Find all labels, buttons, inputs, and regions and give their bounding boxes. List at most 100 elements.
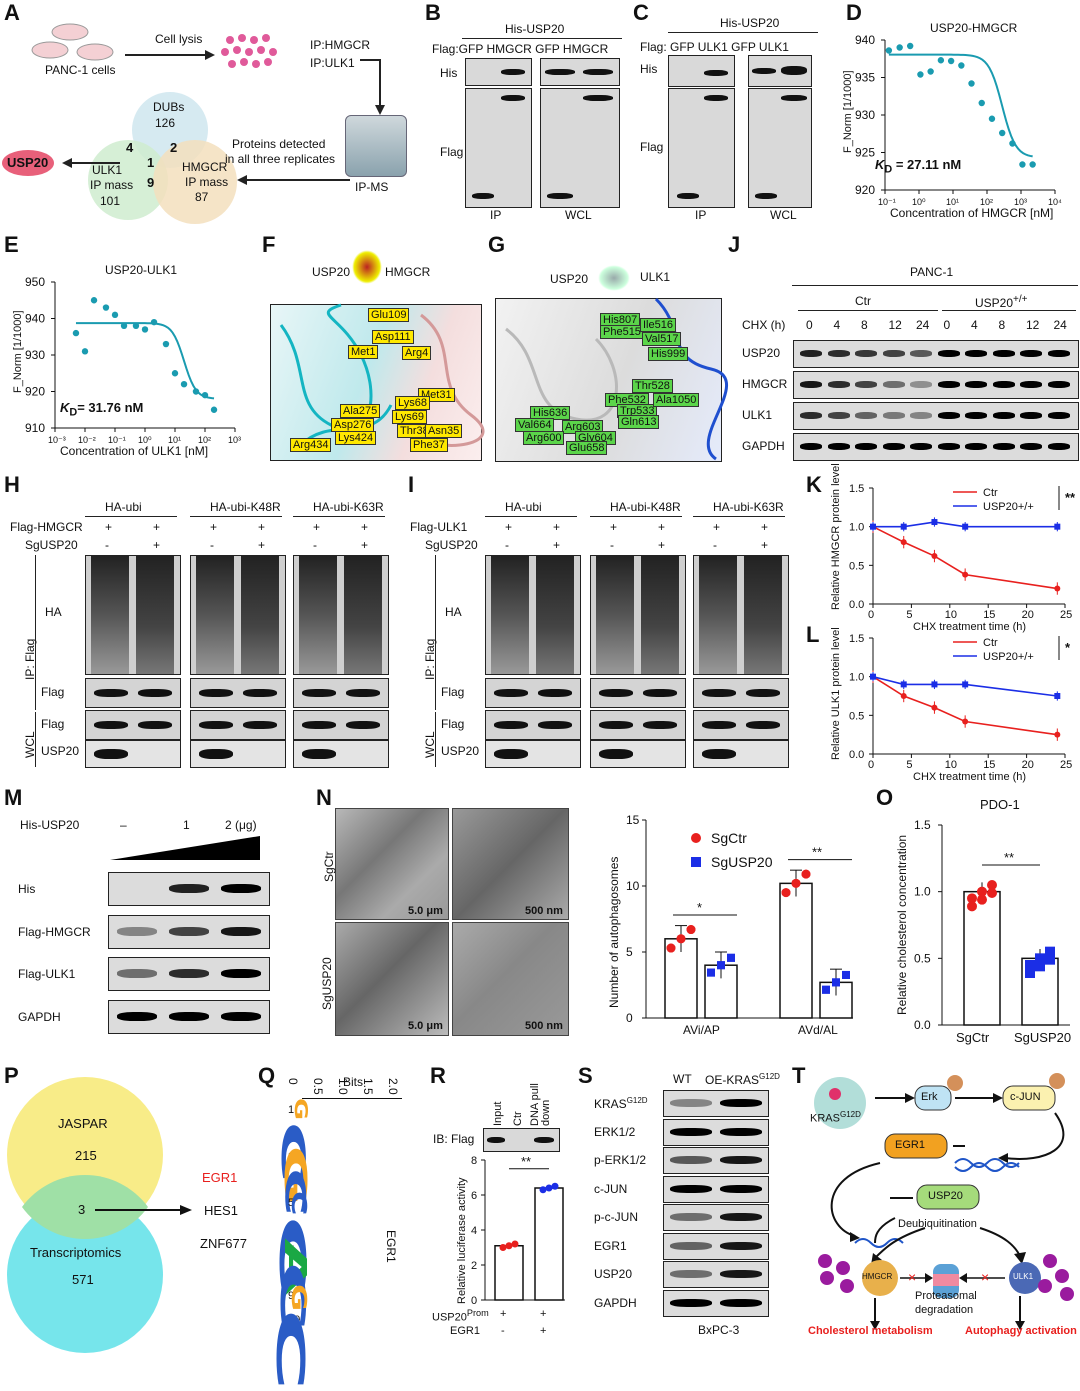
data-point: [72, 329, 80, 337]
data-point: [171, 370, 179, 377]
band: [720, 1298, 762, 1307]
flag-ip-blot: [693, 678, 789, 708]
band: [599, 721, 633, 729]
fit-curve: [888, 53, 1033, 158]
panel-label-f: F: [262, 232, 276, 257]
x-tick-label: 15: [983, 759, 995, 771]
band: [494, 689, 528, 697]
ha-label: HA: [445, 605, 462, 619]
g-usp20: USP20: [550, 272, 589, 286]
data-point: [1054, 731, 1061, 738]
data-point: [111, 311, 119, 319]
band: [199, 721, 233, 729]
blot-strip: [663, 1175, 769, 1203]
data-point: [1035, 961, 1045, 972]
r-lane-dna: DNA pull down: [529, 1083, 552, 1126]
band: [992, 443, 1015, 450]
band: [965, 412, 987, 419]
ha-smear-blot: [485, 555, 581, 675]
band: [937, 350, 960, 357]
chart-k-hmgcr-decay: 0.0 0.5 1.0 1.5 0 5 10 15 20 25 CHX treatment time…: [830, 463, 1076, 633]
c-flag-ip-blot: [668, 88, 735, 208]
y-tick-label: 10: [626, 879, 640, 893]
band: [670, 1213, 712, 1221]
plus: +: [105, 520, 113, 534]
band: [302, 689, 336, 697]
band: [910, 412, 932, 419]
n-scale-1: 5.0 μm: [408, 905, 443, 917]
j-chx: CHX (h): [742, 318, 786, 332]
n-em-sgusp-low: [335, 922, 449, 1036]
n-em-sgctr-low: [335, 808, 449, 920]
data-point: [162, 340, 170, 348]
t-kras: KRASG12D: [810, 1110, 861, 1125]
venn-hmgcr-n: 87: [195, 190, 209, 204]
position-label: 1: [288, 1104, 295, 1116]
data-point: [962, 571, 969, 578]
p-jaspar: JASPAR: [58, 1116, 108, 1131]
lysis-label: Cell lysis: [155, 32, 203, 46]
band: [746, 721, 780, 729]
row-label: USP20: [742, 346, 781, 360]
data-point: [870, 523, 876, 530]
group-label: HA-ubi: [105, 500, 142, 514]
s-oe: OE-KRASG12D: [705, 1072, 780, 1087]
y-tick-label: 1.5: [849, 633, 864, 645]
data-point: [967, 901, 977, 912]
blot-strip: [663, 1204, 769, 1231]
y-tick-label: 940: [855, 33, 875, 47]
chart-n-autophagosomes: 0 5 10 15 Number of autophagosomes AVi/AP * AVd…: [607, 813, 853, 1037]
x-tick-label: 10²: [198, 435, 211, 445]
t-hmgcr: HMGCR: [862, 1272, 893, 1281]
row-label: KRASG12D: [594, 1096, 648, 1111]
r-lane-input: Input: [492, 1101, 504, 1126]
x-tick-label: 0: [868, 759, 874, 771]
band: [720, 1270, 762, 1278]
time-label: 8: [861, 318, 868, 332]
band: [494, 721, 528, 729]
band: [720, 1184, 762, 1193]
band: [992, 350, 1015, 357]
band: [992, 381, 1015, 388]
svg-text:×: ×: [908, 1269, 916, 1285]
data-point: [1045, 946, 1055, 957]
band: [827, 350, 850, 357]
smear-lane: [699, 556, 737, 674]
x-tick-label: AVd/AL: [798, 1023, 838, 1037]
band: [169, 884, 209, 893]
band: [670, 1099, 712, 1107]
band: [965, 381, 987, 388]
logo-letter: G: [290, 1098, 311, 1121]
band: [221, 884, 261, 893]
data-point: [958, 62, 965, 69]
band: [302, 721, 336, 729]
x-tick-label: 25: [1060, 759, 1072, 771]
data-point: [676, 934, 686, 944]
data-point: [791, 878, 801, 888]
usp20-result-bubble: [2, 150, 54, 176]
bar: [494, 1245, 524, 1301]
y-tick-label: 6: [471, 1190, 477, 1202]
y-tick-label: 0: [626, 1011, 633, 1025]
blot-strip: [108, 915, 270, 949]
y-axis-label: Relative luciferase activity: [456, 1177, 468, 1304]
residue-tag: Thr38: [397, 424, 432, 438]
data-point: [977, 894, 987, 905]
position-label: 9: [288, 1290, 295, 1303]
plus: +: [361, 538, 369, 552]
blot-strip: [108, 957, 270, 991]
usp20-wcl-blot: [590, 740, 686, 768]
venn-dubs-n: 126: [155, 116, 176, 130]
t-pathway-diagram: × ×: [814, 1073, 1074, 1330]
data-point: [801, 869, 811, 879]
n-scale-4: 500 nm: [525, 1020, 563, 1032]
data-point: [900, 681, 907, 688]
row-label: HMGCR: [742, 377, 788, 391]
usp20-wcl-blot: [693, 740, 789, 768]
panel-label-n: N: [316, 785, 332, 810]
residue-tag: Gln613: [618, 415, 660, 429]
data-point: [885, 47, 893, 54]
data-point: [1054, 693, 1061, 699]
b-flag-wcl-blot: [540, 88, 620, 208]
b-flagrow: Flag: [440, 145, 464, 159]
